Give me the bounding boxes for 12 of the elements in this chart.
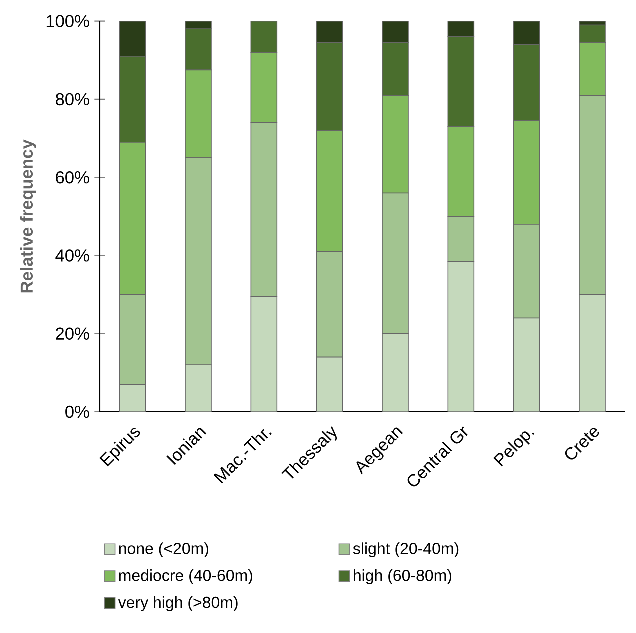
y-tick-label: 80% <box>56 93 90 106</box>
legend-label: high (60-80m) <box>354 570 452 584</box>
legend-label: very high (>80m) <box>118 596 238 612</box>
legend-label: none (<20m) <box>119 542 208 558</box>
y-tick-label: 20% <box>56 328 90 340</box>
y-tick-label: 40% <box>56 250 90 262</box>
y-axis-title: Relative frequency <box>20 140 36 293</box>
y-tick-label: 100% <box>46 15 90 28</box>
y-tick-label: 60% <box>56 171 90 184</box>
legend-label: slight (20-40m) <box>353 542 459 558</box>
y-tick-label: 0% <box>66 406 90 418</box>
legend-label: mediocre (40-60m) <box>119 570 252 584</box>
